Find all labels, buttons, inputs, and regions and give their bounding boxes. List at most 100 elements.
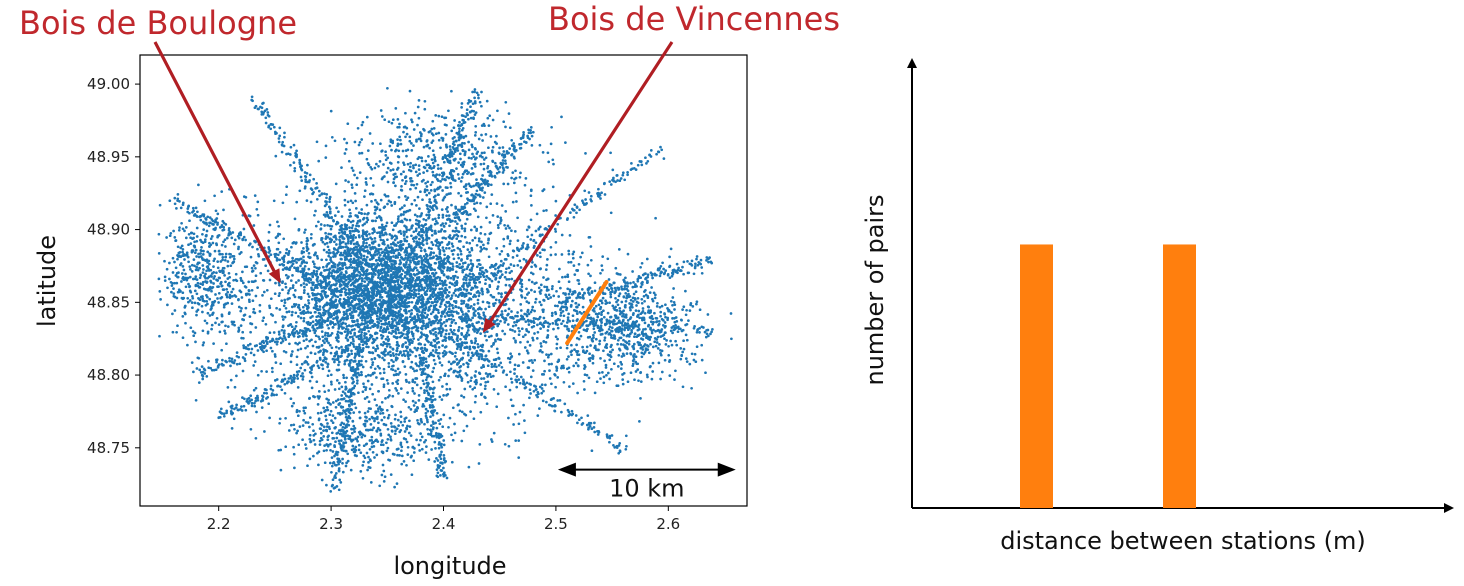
- station-point: [341, 264, 345, 267]
- station-point: [469, 410, 472, 413]
- station-point: [426, 325, 430, 329]
- station-point: [395, 294, 399, 298]
- station-point: [520, 285, 524, 289]
- station-point: [464, 304, 468, 308]
- station-point: [288, 266, 292, 269]
- station-point: [378, 366, 381, 370]
- station-point: [335, 290, 338, 293]
- station-point: [429, 312, 433, 316]
- station-point: [362, 382, 365, 386]
- station-point: [412, 316, 416, 320]
- station-point: [523, 346, 527, 349]
- station-point: [377, 258, 381, 262]
- station-point: [440, 398, 444, 401]
- station-point: [378, 280, 382, 284]
- station-point: [381, 283, 385, 287]
- station-point: [527, 225, 531, 229]
- station-point: [283, 391, 287, 395]
- station-point: [584, 152, 587, 155]
- station-point: [394, 324, 398, 328]
- station-point: [477, 462, 481, 465]
- station-point: [466, 306, 470, 310]
- station-point: [418, 280, 422, 283]
- station-point: [365, 255, 369, 259]
- station-point: [332, 265, 335, 269]
- station-point: [362, 216, 366, 220]
- station-point: [392, 259, 396, 263]
- station-point: [438, 287, 442, 291]
- station-point: [296, 348, 300, 352]
- station-point: [322, 384, 326, 388]
- station-point: [390, 266, 394, 269]
- station-point: [536, 323, 539, 327]
- station-point: [404, 373, 408, 376]
- station-point: [416, 260, 420, 264]
- station-point: [387, 293, 391, 297]
- station-point: [399, 240, 402, 244]
- station-point: [341, 317, 344, 320]
- station-point: [583, 388, 586, 391]
- station-point: [327, 248, 331, 252]
- station-point: [443, 315, 447, 318]
- station-point: [484, 282, 487, 286]
- station-point: [568, 385, 571, 388]
- station-point: [371, 304, 375, 308]
- station-point: [381, 377, 385, 381]
- station-point: [383, 270, 387, 274]
- station-point: [433, 273, 436, 277]
- station-point: [349, 211, 352, 215]
- station-point: [437, 319, 441, 323]
- station-point: [436, 299, 439, 303]
- station-point: [303, 231, 306, 234]
- station-point: [456, 288, 460, 291]
- station-point: [371, 392, 375, 396]
- station-point: [310, 272, 314, 275]
- station-point: [366, 291, 369, 295]
- station-point: [394, 387, 397, 390]
- station-point: [323, 341, 326, 345]
- station-point: [343, 306, 346, 309]
- station-point: [427, 246, 431, 250]
- station-point: [339, 273, 343, 276]
- station-point: [365, 230, 369, 234]
- station-point: [496, 215, 500, 218]
- station-point: [667, 344, 670, 348]
- station-point: [277, 224, 281, 228]
- station-point: [268, 278, 272, 282]
- station-point: [302, 291, 306, 295]
- station-point: [478, 268, 482, 272]
- station-point: [386, 284, 390, 288]
- station-point: [384, 349, 387, 353]
- station-point: [406, 301, 410, 304]
- station-point: [342, 300, 346, 304]
- station-point: [532, 317, 536, 320]
- station-point: [500, 292, 503, 295]
- station-point: [401, 220, 404, 224]
- station-point: [302, 282, 306, 285]
- station-point: [510, 355, 514, 358]
- station-point: [395, 380, 398, 384]
- station-point: [391, 319, 395, 323]
- station-point: [412, 306, 416, 309]
- station-point: [335, 379, 339, 382]
- station-point: [366, 324, 369, 327]
- station-point: [348, 208, 351, 212]
- station-point: [475, 321, 479, 325]
- station-point: [357, 211, 361, 215]
- station-point: [229, 378, 233, 382]
- station-point: [356, 319, 359, 323]
- station-point: [516, 364, 520, 368]
- station-point: [439, 223, 443, 227]
- station-point: [345, 358, 349, 362]
- station-point: [263, 430, 266, 433]
- station-point: [447, 294, 450, 298]
- station-point: [433, 288, 437, 292]
- station-point: [324, 418, 328, 422]
- station-point: [376, 415, 379, 419]
- station-point: [362, 289, 366, 293]
- station-point: [398, 310, 401, 314]
- station-point: [426, 271, 429, 274]
- station-point: [356, 219, 360, 223]
- station-point: [373, 251, 377, 254]
- station-point: [420, 278, 424, 281]
